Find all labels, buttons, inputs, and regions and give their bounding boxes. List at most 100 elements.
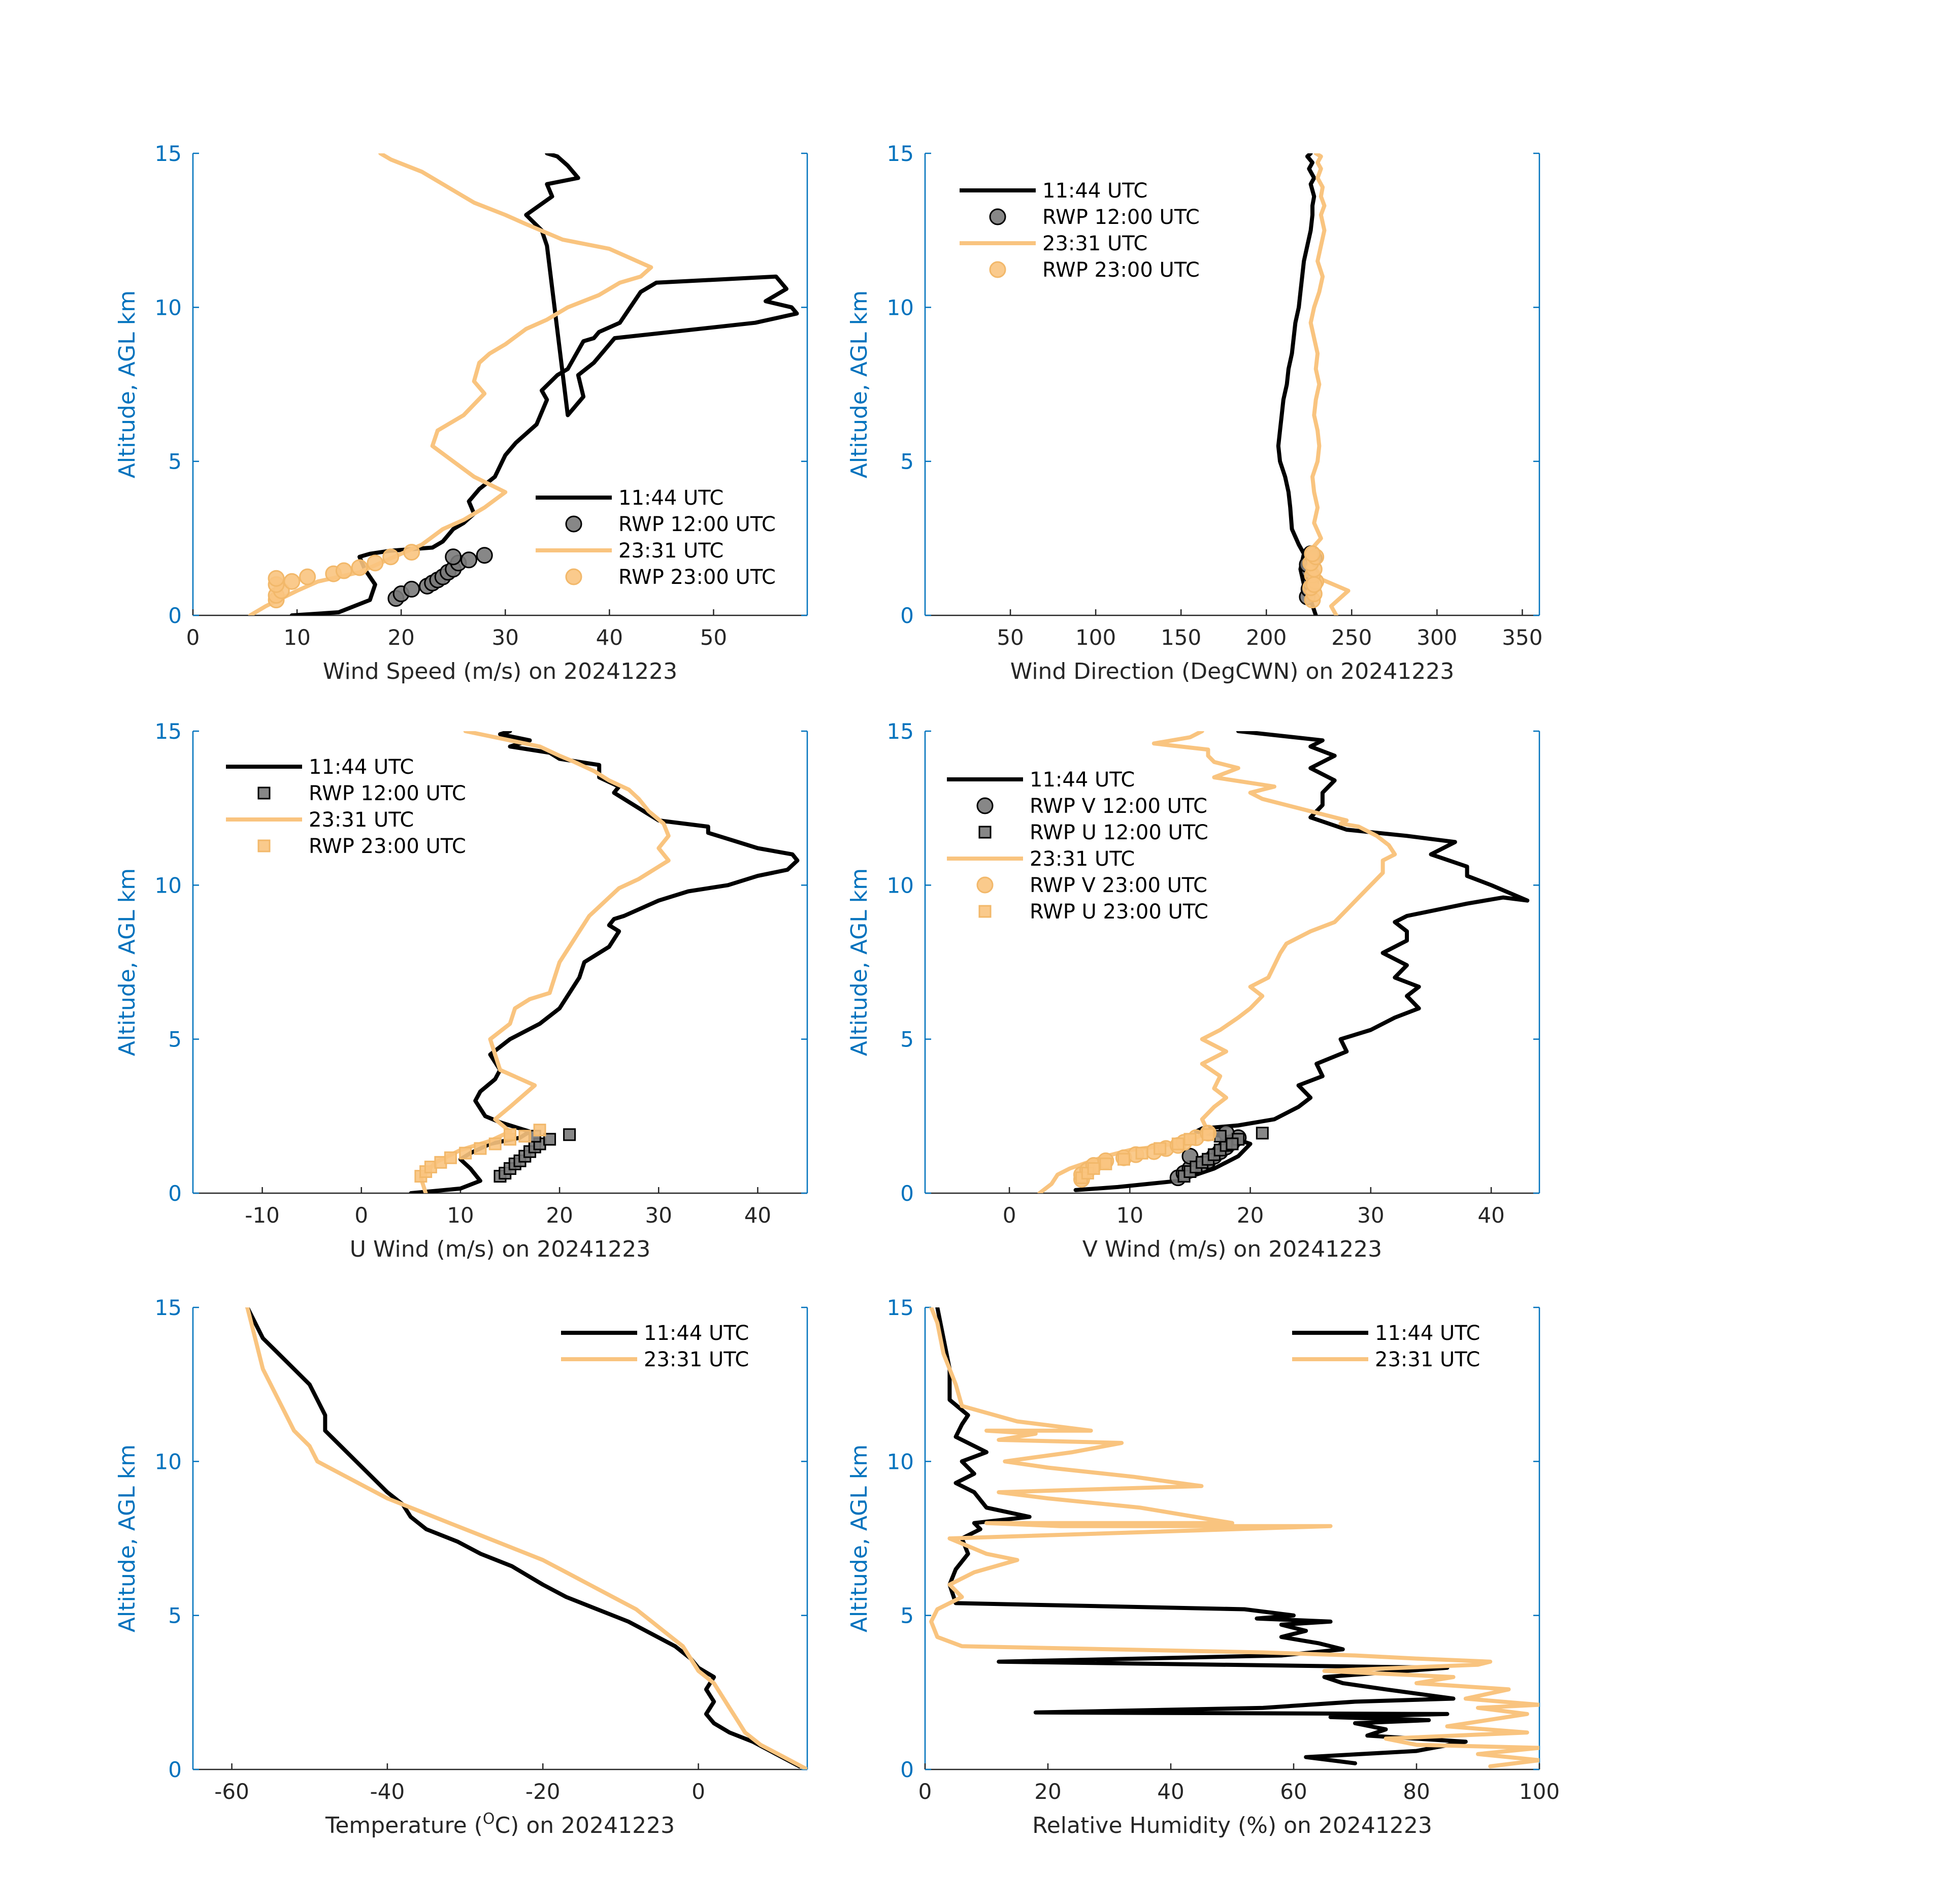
legend: 11:44 UTC RWP V 12:00 UTC RWP U 12:00 UTC 2… [947, 768, 1208, 924]
y-tick-label: 15 [887, 141, 914, 166]
series-11-44-utc [409, 731, 800, 1193]
legend-swatch-marker [565, 515, 582, 533]
data-point [459, 1146, 472, 1160]
series-11-44-utc [935, 1307, 1468, 1765]
y-tick-label: 10 [887, 295, 914, 320]
series-rwp-23-00-utc [268, 544, 420, 609]
x-tick-label: 150 [1161, 625, 1201, 650]
x-axis-label: Wind Direction (DegCWN) on 20241223 [1010, 659, 1454, 684]
y-tick-label: 5 [900, 1027, 914, 1052]
series-rwp-23-00-utc [1302, 545, 1325, 609]
legend-item: 23:31 UTC [561, 1348, 749, 1371]
data-point [1305, 576, 1323, 593]
x-tick-label: -10 [245, 1203, 280, 1228]
y-tick-label: 10 [155, 873, 182, 898]
plot-area [1037, 731, 1530, 1193]
plot-area [929, 1307, 1539, 1768]
data-point [351, 559, 368, 576]
data-point [367, 554, 384, 572]
data-point [403, 544, 420, 561]
legend-item: RWP V 23:00 UTC [976, 874, 1207, 897]
series-line [935, 1307, 1468, 1765]
legend-label: RWP 12:00 UTC [1042, 206, 1200, 229]
legend-item: RWP 12:00 UTC [989, 206, 1200, 229]
data-point [1087, 1162, 1100, 1175]
legend: 11:44 UTC 23:31 UTC [561, 1322, 749, 1371]
y-tick-label: 10 [887, 1449, 914, 1474]
series-line [1276, 153, 1318, 615]
y-axis-label: Altitude, AGL km [114, 1445, 140, 1632]
legend-item: RWP U 12:00 UTC [978, 821, 1208, 844]
legend-item: 11:44 UTC [960, 179, 1147, 203]
y-tick-label: 15 [887, 1295, 914, 1320]
x-tick-label: 20 [546, 1203, 573, 1228]
chart-panel-temperature: -60 -40 -20 0 0 5 10 15 Temperature (OC) on 2024… [114, 1295, 808, 1839]
series-11-44-utc [289, 153, 799, 615]
y-axis-label: Altitude, AGL km [114, 290, 140, 478]
x-tick-label: 10 [447, 1203, 474, 1228]
x-axis-label-main: Temperature ( [325, 1813, 483, 1839]
legend-label: RWP 12:00 UTC [618, 513, 776, 536]
y-tick-label: 5 [900, 449, 914, 474]
y-tick-label: 0 [168, 1181, 182, 1206]
legend-label: 11:44 UTC [1042, 179, 1147, 203]
y-axis-label: Altitude, AGL km [114, 868, 140, 1056]
legend-item: 11:44 UTC [226, 756, 414, 779]
legend-label: 23:31 UTC [309, 808, 414, 832]
legend-swatch-marker [989, 261, 1006, 278]
x-tick-label: 30 [1357, 1203, 1384, 1228]
series-rwp-u-23-00-utc [1075, 1128, 1215, 1185]
x-tick-label: 40 [1477, 1203, 1504, 1228]
legend: 11:44 UTC RWP 12:00 UTC 23:31 UTC RWP 23:00… [960, 179, 1200, 282]
plot-area [245, 1307, 807, 1769]
y-tick-label: 5 [900, 1603, 914, 1628]
legend-label: 23:31 UTC [644, 1348, 749, 1371]
legend-item: 11:44 UTC [561, 1322, 749, 1345]
data-point [460, 551, 477, 569]
data-point [543, 1133, 556, 1146]
data-point [476, 547, 493, 564]
data-point [283, 573, 301, 590]
data-point [1304, 545, 1321, 563]
y-tick-label: 5 [168, 449, 182, 474]
x-tick-label: 60 [1280, 1779, 1307, 1804]
legend-label: 11:44 UTC [1375, 1322, 1480, 1345]
x-tick-label: 10 [283, 625, 310, 650]
data-point [563, 1128, 576, 1141]
series-23-31-utc [929, 1307, 1539, 1768]
x-tick-label: 200 [1246, 625, 1287, 650]
legend-swatch-marker [976, 876, 994, 894]
x-tick-label: 20 [1237, 1203, 1264, 1228]
x-tick-label: 0 [692, 1779, 705, 1804]
x-tick-label: 80 [1403, 1779, 1430, 1804]
series-line [289, 153, 799, 615]
series-23-31-utc [418, 731, 671, 1193]
legend: 11:44 UTC RWP 12:00 UTC 23:31 UTC RWP 23:00… [226, 756, 466, 858]
x-tick-label: 0 [354, 1203, 368, 1228]
x-tick-label: -20 [525, 1779, 561, 1804]
legend-item: RWP 23:00 UTC [565, 566, 776, 589]
series-line [245, 1307, 802, 1768]
legend-item: RWP U 23:00 UTC [978, 900, 1208, 924]
data-point [504, 1128, 517, 1141]
y-tick-label: 15 [887, 719, 914, 744]
chart-panel-relative-humidity: 0 20 40 60 80 100 0 5 10 15 Relative Humidity (%) … [846, 1295, 1560, 1839]
data-point [518, 1130, 532, 1143]
x-axis-label: V Wind (m/s) on 20241223 [1082, 1236, 1382, 1262]
series-23-31-utc [1305, 153, 1351, 615]
legend-item: 23:31 UTC [947, 847, 1135, 871]
x-tick-label: 20 [1034, 1779, 1061, 1804]
plot-area [409, 731, 800, 1193]
legend-label: RWP U 23:00 UTC [1030, 900, 1208, 924]
legend-label: 23:31 UTC [1030, 847, 1135, 871]
data-point [382, 548, 400, 566]
y-tick-label: 0 [168, 1757, 182, 1782]
data-point [1202, 1128, 1215, 1141]
legend-label: RWP 23:00 UTC [1042, 258, 1200, 282]
legend: 11:44 UTC RWP 12:00 UTC 23:31 UTC RWP 23:00… [536, 486, 776, 589]
data-point [299, 568, 316, 585]
legend-item: 23:31 UTC [960, 232, 1147, 255]
data-point [533, 1124, 546, 1137]
y-tick-label: 10 [887, 873, 914, 898]
